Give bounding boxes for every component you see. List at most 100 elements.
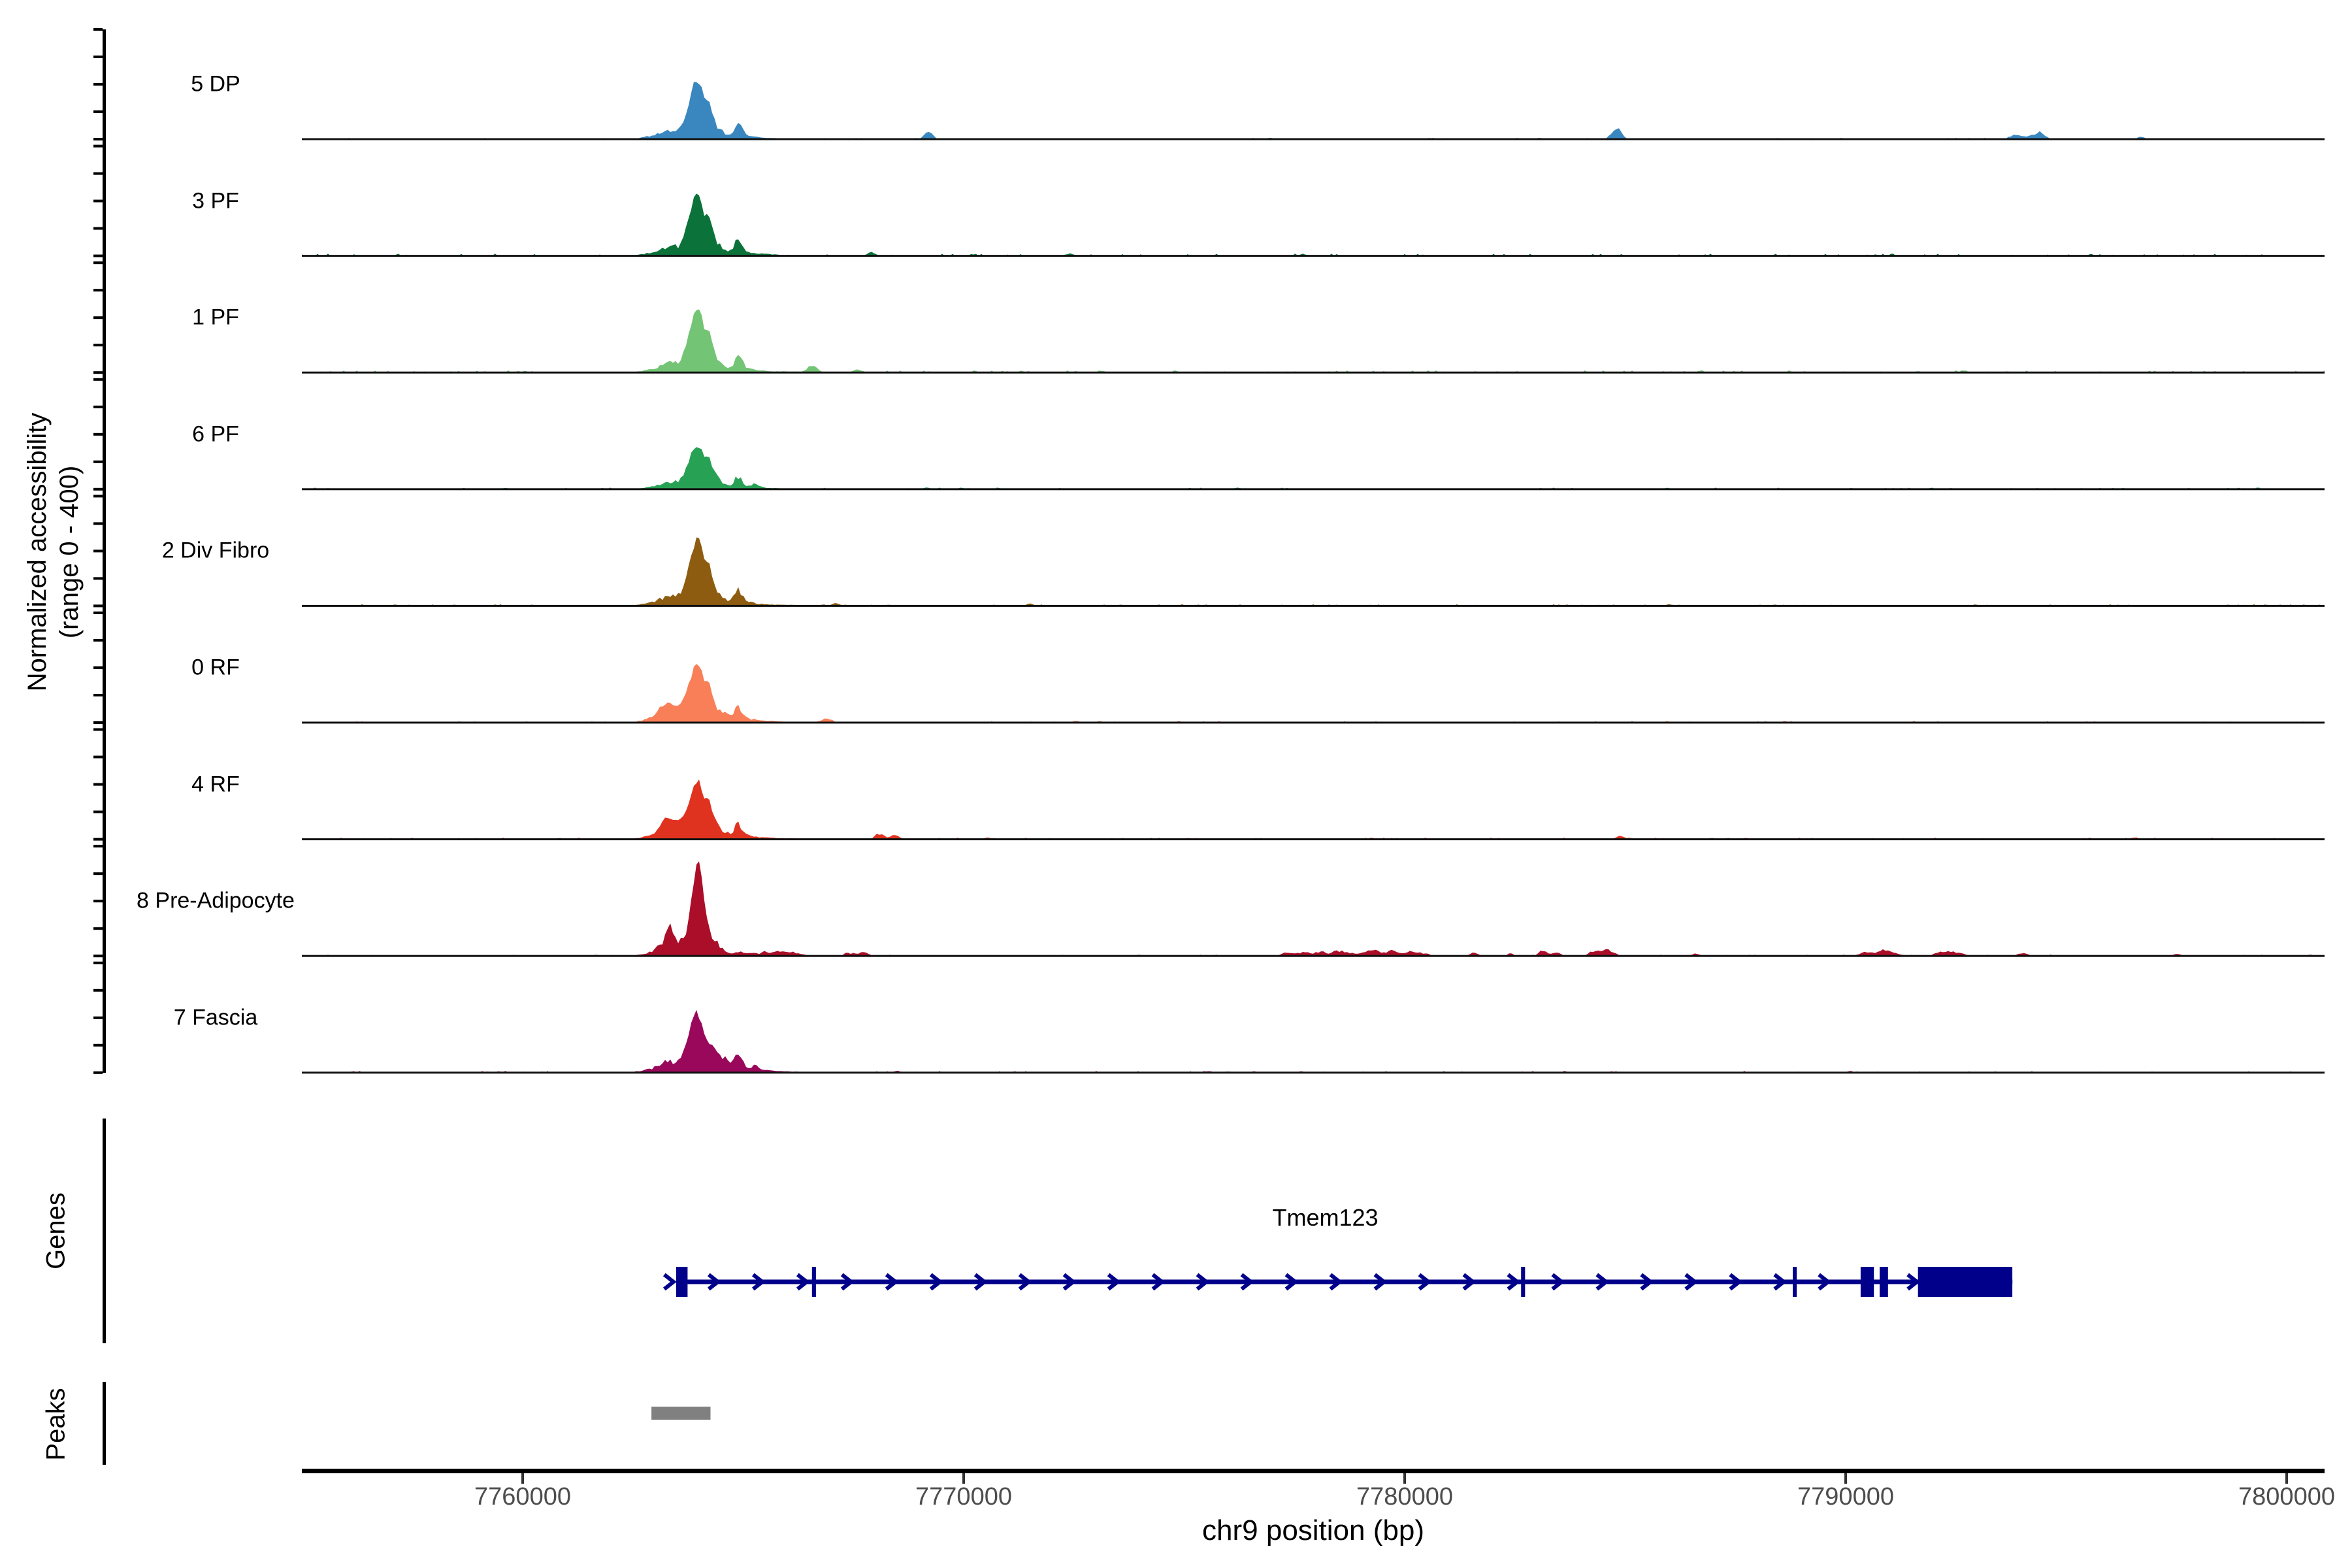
gene-strand-arrow-icon [1773,1273,1788,1291]
x-axis-tick [2285,1473,2288,1484]
gene-strand-arrow-icon [1062,1273,1077,1291]
gene-strand-arrow-icon [885,1273,899,1291]
y-axis-tick [93,460,103,463]
y-axis-tick [93,144,103,148]
x-axis-tick-label: 7800000 [2238,1483,2335,1511]
y-axis-tick [93,1071,103,1074]
y-axis-tick [93,927,103,930]
x-axis-tick [962,1473,965,1484]
track-label: 4 RF [191,772,240,797]
y-axis-tick [93,577,103,580]
gene-strand-arrow-icon [1018,1273,1032,1291]
track-baseline [302,955,2325,957]
track-label: 1 PF [192,304,239,330]
peaks-section-label: Peaks [41,1388,71,1461]
gene-exon [1521,1267,1526,1297]
y-axis-tick [93,495,103,498]
gene-strand-arrow-icon [662,1273,677,1291]
coverage-area-6-pf [302,447,2325,489]
y-axis-tick [93,721,103,724]
track-label: 8 Pre-Adipocyte [137,888,295,913]
y-axis-line [103,29,106,1073]
y-axis-tick [93,988,103,992]
gene-exon [1918,1267,2013,1297]
track-baseline [302,255,2325,257]
y-axis-tick [93,755,103,759]
track-baseline [302,138,2325,140]
coverage-area-8-pre-adipocyte [302,861,2325,956]
y-axis-tick [93,1043,103,1047]
gene-strand-arrow-icon [1640,1273,1654,1291]
y-axis-tick [93,1016,103,1019]
track-label: 2 Div Fibro [161,538,270,563]
x-axis-tick [521,1473,524,1484]
y-axis-tick [93,254,103,257]
coverage-area-7-fascia [302,1009,2325,1073]
gene-strand-arrow-icon [1729,1273,1743,1291]
y-axis-tick [93,639,103,642]
track-label: 5 DP [191,71,240,97]
y-axis-tick [93,371,103,374]
x-axis-line [302,1469,2325,1473]
y-axis-tick [93,810,103,813]
y-axis-tick [93,110,103,113]
y-axis-tick [93,612,103,614]
y-axis-tick [93,522,103,525]
genes-section-label: Genes [41,1192,71,1269]
track-baseline [302,371,2325,374]
y-axis-tick [93,666,103,669]
gene-exon [1860,1267,1874,1297]
track-label: 7 Fascia [173,1005,258,1030]
peaks-section-bracket [103,1382,106,1465]
y-axis-tick [93,433,103,436]
track-baseline [302,838,2325,841]
gene-strand-arrow-icon [1906,1273,1920,1291]
y-axis-tick [93,405,103,408]
y-axis-tick [93,138,103,140]
track-label: 3 PF [192,188,239,214]
y-axis-tick [93,316,103,319]
y-axis-title: Normalized accessibility (range 0 - 400) [22,413,86,692]
gene-strand-arrow-icon [1107,1273,1121,1291]
gene-strand-arrow-icon [1684,1273,1699,1291]
x-axis-tick-label: 7790000 [1797,1483,1894,1511]
track-label: 0 RF [191,655,240,680]
y-axis-tick [93,56,103,58]
x-axis-tick-label: 7760000 [474,1483,571,1511]
y-axis-tick [93,783,103,786]
gene-strand-arrow-icon [1418,1273,1432,1291]
x-axis-title: chr9 position (bp) [1202,1514,1424,1546]
y-axis-tick [93,955,103,958]
y-axis-tick [93,961,103,964]
gene-strand-arrow-icon [1284,1273,1299,1291]
gene-strand-arrow-icon [840,1273,855,1291]
genes-section-bracket [103,1119,106,1343]
y-axis-tick [93,199,103,203]
y-axis-tick [93,838,103,841]
gene-strand-arrow-icon [1151,1273,1166,1291]
y-axis-tick [93,845,103,848]
gene-strand-arrow-icon [973,1273,988,1291]
gene-strand-arrow-icon [1551,1273,1565,1291]
y-axis-tick [93,900,103,903]
gene-strand-arrow-icon [1595,1273,1610,1291]
y-axis-tick [93,487,103,491]
y-axis-tick [93,261,103,265]
gene-strand-arrow-icon [796,1273,810,1291]
coverage-area-5-dp [302,82,2325,139]
track-baseline [302,721,2325,724]
x-axis-tick [1403,1473,1406,1484]
gene-strand-arrow-icon [1240,1273,1254,1291]
y-axis-tick [93,28,103,31]
y-axis-tick [93,604,103,608]
x-axis-tick-label: 7780000 [1356,1483,1453,1511]
y-axis-title-line2: (range 0 - 400) [55,465,84,639]
y-axis-tick [93,227,103,230]
track-baseline [302,1071,2325,1074]
gene-strand-arrow-icon [1818,1273,1831,1291]
gene-exon [1880,1267,1888,1297]
y-axis-tick [93,289,103,292]
y-axis-tick [93,728,103,731]
coverage-area-0-rf [302,664,2325,723]
